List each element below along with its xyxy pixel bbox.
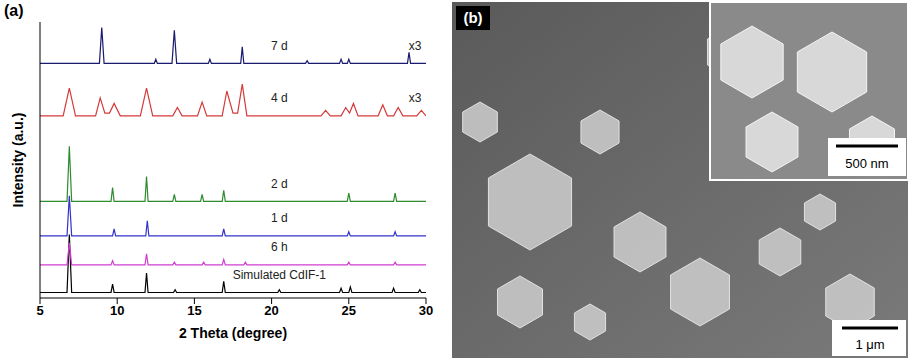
svg-text:7 d: 7 d	[271, 39, 288, 53]
svg-text:30: 30	[419, 303, 433, 318]
svg-text:500 nm: 500 nm	[845, 156, 888, 171]
svg-text:4 d: 4 d	[271, 91, 288, 105]
svg-text:x3: x3	[409, 91, 422, 105]
svg-text:2 d: 2 d	[271, 177, 288, 191]
svg-text:6 h: 6 h	[271, 240, 288, 254]
svg-text:20: 20	[264, 303, 278, 318]
svg-text:1 d: 1 d	[271, 211, 288, 225]
svg-text:Intensity (a.u.): Intensity (a.u.)	[10, 113, 26, 208]
svg-text:1 μm: 1 μm	[855, 337, 884, 352]
svg-text:x3: x3	[409, 39, 422, 53]
svg-text:15: 15	[187, 303, 201, 318]
svg-text:Simulated CdIF-1: Simulated CdIF-1	[233, 268, 327, 282]
svg-text:25: 25	[342, 303, 356, 318]
svg-text:(b): (b)	[463, 9, 482, 26]
svg-text:5: 5	[36, 303, 43, 318]
svg-text:2 Theta (degree): 2 Theta (degree)	[179, 325, 287, 341]
svg-text:10: 10	[110, 303, 124, 318]
html-text:(a): (a)	[4, 2, 24, 19]
